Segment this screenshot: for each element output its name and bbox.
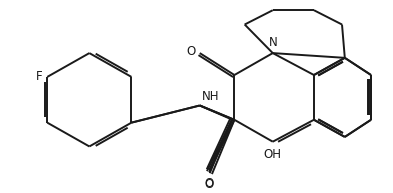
Text: O: O <box>186 45 195 58</box>
Text: F: F <box>36 70 42 83</box>
Text: NH: NH <box>202 90 219 102</box>
Text: O: O <box>204 178 214 191</box>
Text: OH: OH <box>264 148 282 161</box>
Text: O: O <box>204 177 214 190</box>
Text: N: N <box>268 36 277 49</box>
